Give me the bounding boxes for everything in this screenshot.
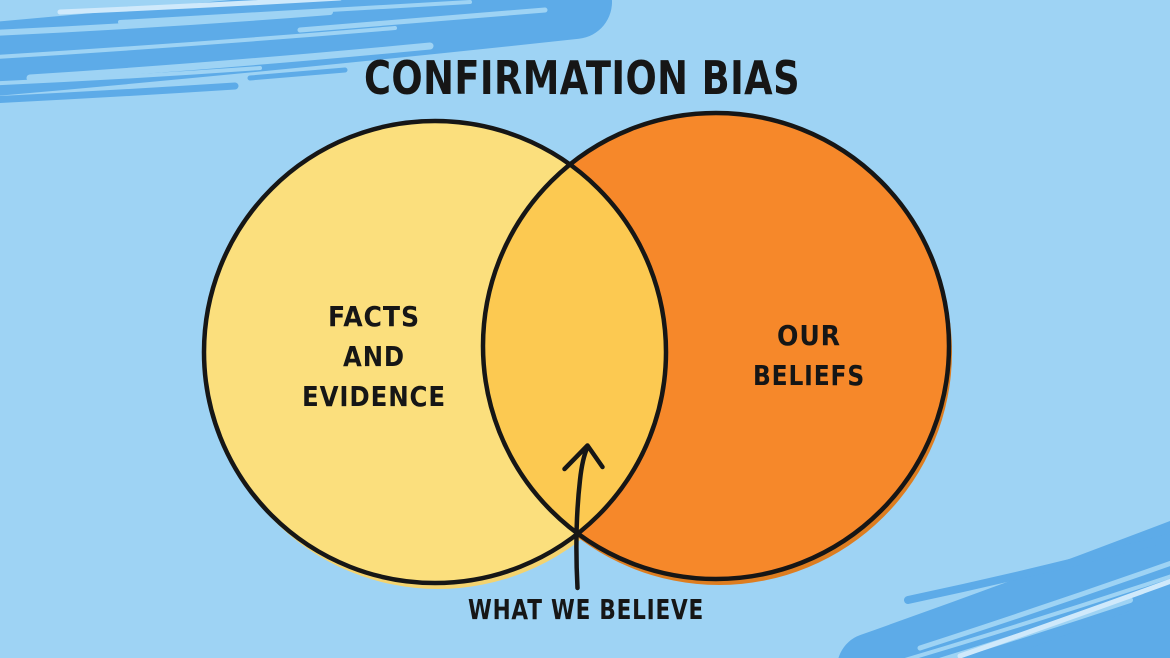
arrow-up-icon (562, 443, 605, 591)
right-circle-label: OUR BELIEFS (753, 319, 865, 392)
left-circle-label: FACTS AND EVIDENCE (302, 300, 446, 413)
page-title: CONFIRMATION BIAS (364, 51, 800, 105)
left-circle-label-line1: FACTS (328, 300, 420, 333)
right-circle-outline (480, 110, 952, 582)
brush-stroke-top-left (0, 0, 612, 103)
left-circle-outline (201, 118, 669, 586)
overlap-label: WHAT WE BELIEVE (468, 593, 704, 626)
right-circle-label-line2: BELIEFS (753, 359, 865, 392)
left-circle-label-line3: EVIDENCE (302, 380, 446, 413)
right-circle-label-line1: OUR (777, 319, 841, 352)
left-circle-label-line2: AND (343, 340, 405, 373)
brush-stroke-bottom-right (838, 520, 1170, 658)
